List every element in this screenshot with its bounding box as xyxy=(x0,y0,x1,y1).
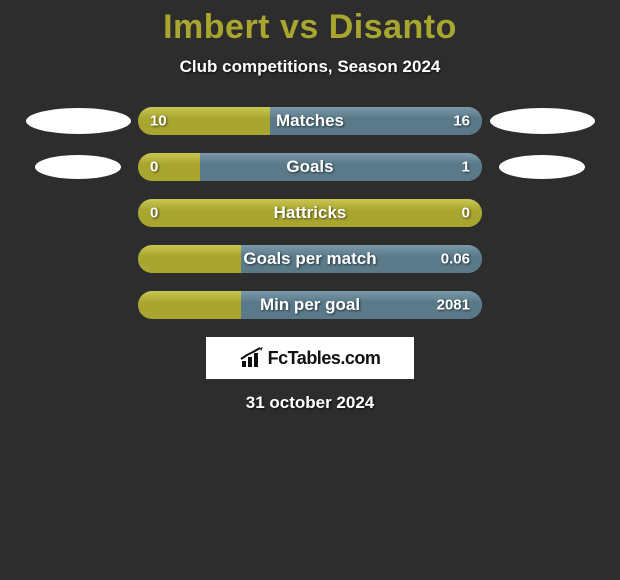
stat-row: 0 0 Hattricks xyxy=(0,199,620,227)
left-side xyxy=(18,108,138,134)
stat-right-value: 16 xyxy=(453,113,470,130)
stat-right-value: 0 xyxy=(462,205,470,222)
stat-row: 0.06 Goals per match xyxy=(0,245,620,273)
stat-right-value: 0.06 xyxy=(441,251,470,268)
logo-box: FcTables.com xyxy=(206,337,414,379)
chart-icon xyxy=(240,347,264,369)
bar-right-segment xyxy=(200,153,482,181)
stat-row: 2081 Min per goal xyxy=(0,291,620,319)
date-label: 31 october 2024 xyxy=(0,393,620,413)
player-ellipse-right xyxy=(490,108,595,134)
stat-label: Matches xyxy=(276,111,344,131)
stat-right-value: 1 xyxy=(462,159,470,176)
right-side xyxy=(482,155,602,179)
comparison-infographic: Imbert vs Disanto Club competitions, Sea… xyxy=(0,0,620,413)
page-title: Imbert vs Disanto xyxy=(0,8,620,47)
stat-label: Goals xyxy=(286,157,333,177)
stat-bar: 2081 Min per goal xyxy=(138,291,482,319)
stat-bar: 0.06 Goals per match xyxy=(138,245,482,273)
stat-label: Hattricks xyxy=(274,203,347,223)
player-ellipse-right xyxy=(499,155,585,179)
player-ellipse-left xyxy=(35,155,121,179)
stat-label: Goals per match xyxy=(243,249,376,269)
bar-left-segment xyxy=(138,291,241,319)
subtitle: Club competitions, Season 2024 xyxy=(0,57,620,77)
left-side xyxy=(18,155,138,179)
right-side xyxy=(482,108,602,134)
stat-right-value: 2081 xyxy=(437,297,470,314)
bar-left-segment xyxy=(138,153,200,181)
stat-left-value: 10 xyxy=(150,113,167,130)
stat-bar: 0 1 Goals xyxy=(138,153,482,181)
stat-rows: 10 16 Matches 0 1 Goals 0 0 Hattricks 0.06 Goals p… xyxy=(0,107,620,319)
stat-left-value: 0 xyxy=(150,159,158,176)
stat-row: 0 1 Goals xyxy=(0,153,620,181)
stat-row: 10 16 Matches xyxy=(0,107,620,135)
bar-left-segment xyxy=(138,245,241,273)
stat-bar: 0 0 Hattricks xyxy=(138,199,482,227)
logo-text: FcTables.com xyxy=(268,348,381,369)
stat-label: Min per goal xyxy=(260,295,360,315)
stat-left-value: 0 xyxy=(150,205,158,222)
logo: FcTables.com xyxy=(240,347,381,369)
stat-bar: 10 16 Matches xyxy=(138,107,482,135)
player-ellipse-left xyxy=(26,108,131,134)
